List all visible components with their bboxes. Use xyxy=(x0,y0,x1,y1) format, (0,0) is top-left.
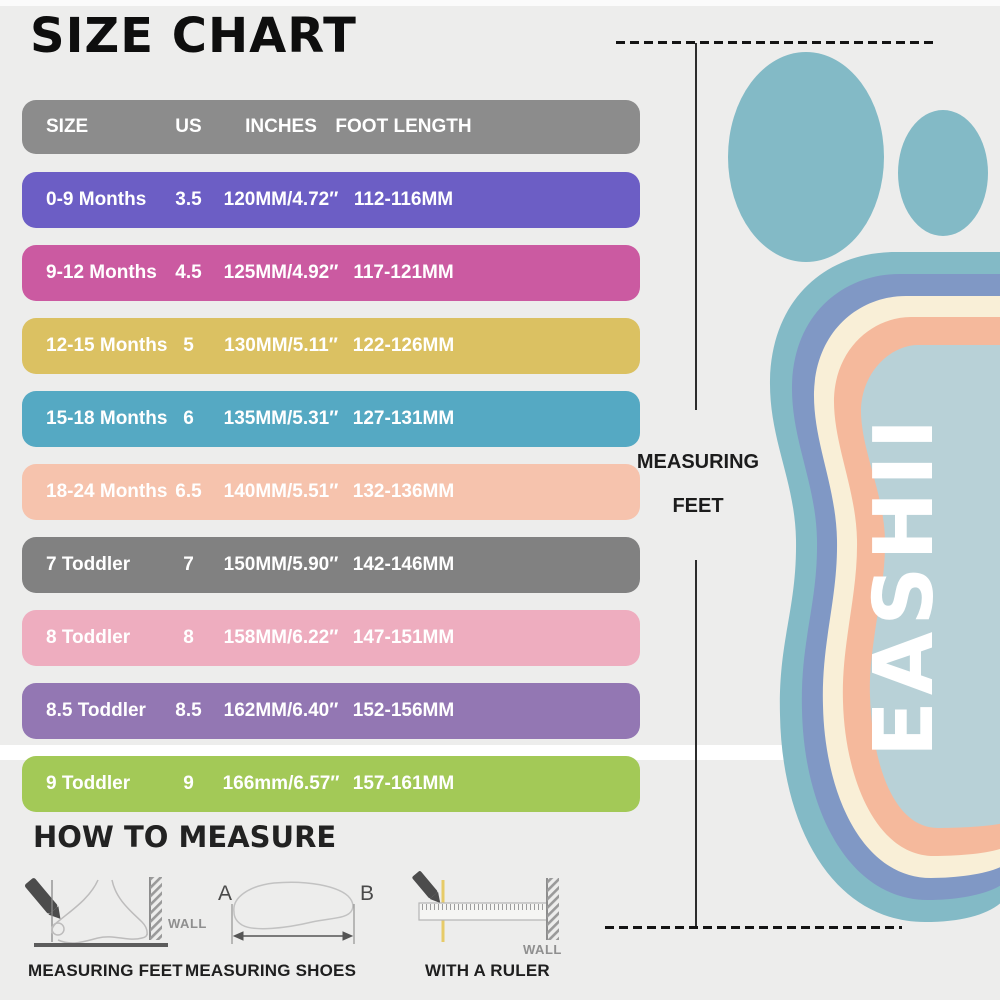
us-cell: 8.5 xyxy=(175,700,202,721)
length-arrow xyxy=(232,931,354,941)
foot-length-cell: 117-121MM xyxy=(353,262,454,283)
top-dashed-line xyxy=(616,41,934,44)
inches-cell: 135MM/5.31″ xyxy=(223,408,339,429)
us-cell: 4.5 xyxy=(175,262,202,283)
how-to-measure-title: HOW TO MEASURE xyxy=(33,820,337,854)
table-row: 9-12 Months 4.5 125MM/4.92″ 117-121MM xyxy=(22,245,640,301)
inches-cell: 140MM/5.51″ xyxy=(223,481,339,502)
table-row: 18-24 Months 6.5 140MM/5.51″ 132-136MM xyxy=(22,464,640,520)
us-cell: 8 xyxy=(183,627,194,648)
us-cell: 7 xyxy=(183,554,194,575)
size-cell: 0-9 Months xyxy=(46,189,147,210)
foot-length-cell: 112-116MM xyxy=(353,189,454,210)
vertical-guide-line-upper xyxy=(695,43,697,410)
wall-hatch xyxy=(150,877,162,940)
size-cell: 8 Toddler xyxy=(46,627,131,648)
inches-cell: 150MM/5.90″ xyxy=(223,554,339,575)
us-cell: 3.5 xyxy=(175,189,202,210)
header-us: US xyxy=(175,116,202,137)
diagram-label-with-a-ruler: WITH A RULER xyxy=(425,961,550,980)
foot-length-cell: 147-151MM xyxy=(352,627,455,648)
shoe-outline xyxy=(233,881,354,930)
table-row: 0-9 Months 3.5 120MM/4.72″ 112-116MM xyxy=(22,172,640,228)
table-row: 15-18 Months 6 135MM/5.31″ 127-131MM xyxy=(22,391,640,447)
us-cell: 5 xyxy=(183,335,194,356)
vertical-guide-line-lower xyxy=(695,560,697,927)
wall-label: WALL xyxy=(523,942,562,957)
size-cell: 9 Toddler xyxy=(46,773,131,794)
point-b-label: B xyxy=(360,882,374,905)
inches-cell: 166mm/6.57″ xyxy=(222,773,340,794)
table-row: 9 Toddler 9 166mm/6.57″ 157-161MM xyxy=(22,756,640,812)
size-cell: 12-15 Months xyxy=(46,335,168,356)
inches-cell: 162MM/6.40″ xyxy=(223,700,339,721)
foot-sketch xyxy=(51,879,148,944)
header-inches: INCHES xyxy=(245,116,317,137)
size-cell: 7 Toddler xyxy=(46,554,131,575)
bottom-dashed-line xyxy=(605,926,902,929)
foot-illustration: EASHII xyxy=(728,52,1000,922)
size-table-header: SIZE US INCHES FOOT LENGTH xyxy=(22,100,640,154)
foot-length-cell: 152-156MM xyxy=(352,700,455,721)
foot-center xyxy=(860,345,1000,828)
second-toe-shape xyxy=(898,110,988,236)
size-cell: 8.5 Toddler xyxy=(46,700,146,721)
with-a-ruler-diagram: WALL xyxy=(412,871,562,957)
wall-hatch xyxy=(547,878,559,940)
inches-cell: 125MM/4.92″ xyxy=(223,262,339,283)
size-table: SIZE US INCHES FOOT LENGTH 0-9 Months 3.5… xyxy=(22,100,640,829)
header-size: SIZE xyxy=(46,116,89,137)
inches-cell: 130MM/5.11″ xyxy=(224,335,338,356)
table-row: 8.5 Toddler 8.5 162MM/6.40″ 152-156MM xyxy=(22,683,640,739)
foot-length-cell: 142-146MM xyxy=(352,554,455,575)
top-margin-strip xyxy=(0,0,1000,6)
brand-text: EASHII xyxy=(857,413,952,757)
table-row: 12-15 Months 5 130MM/5.11″ 122-126MM xyxy=(22,318,640,374)
header-foot-length: FOOT LENGTH xyxy=(335,116,472,137)
pencil-icon xyxy=(412,871,441,903)
size-cell: 18-24 Months xyxy=(46,481,168,502)
diagram-label-measuring-feet: MEASURING FEET xyxy=(28,961,183,980)
measuring-feet-side-label: MEASURING FEET xyxy=(628,452,768,516)
side-label-line2: FEET xyxy=(672,495,724,517)
foot-length-cell: 132-136MM xyxy=(352,481,455,502)
size-table-rows: 0-9 Months 3.5 120MM/4.72″ 112-116MM 9-12 Mo… xyxy=(22,172,640,812)
inches-cell: 158MM/6.22″ xyxy=(223,627,339,648)
foot-length-cell: 122-126MM xyxy=(352,335,455,356)
table-row: 7 Toddler 7 150MM/5.90″ 142-146MM xyxy=(22,537,640,593)
measuring-shoes-diagram: A B xyxy=(218,881,374,944)
pencil-icon xyxy=(24,878,61,919)
us-cell: 6.5 xyxy=(175,481,202,502)
page-title: SIZE CHART xyxy=(30,8,357,64)
us-cell: 9 xyxy=(183,773,194,794)
foot-length-cell: 157-161MM xyxy=(352,773,455,794)
size-cell: 9-12 Months xyxy=(46,262,157,283)
measuring-feet-diagram: WALL xyxy=(24,877,207,947)
inches-cell: 120MM/4.72″ xyxy=(223,189,339,210)
big-toe-shape xyxy=(728,52,884,262)
diagram-label-measuring-shoes: MEASURING SHOES xyxy=(185,961,357,980)
size-cell: 15-18 Months xyxy=(46,408,168,429)
point-a-label: A xyxy=(218,882,232,905)
us-cell: 6 xyxy=(183,408,194,429)
foot-length-cell: 127-131MM xyxy=(352,408,455,429)
side-label-line1: MEASURING xyxy=(636,451,760,473)
table-row: 8 Toddler 8 158MM/6.22″ 147-151MM xyxy=(22,610,640,666)
wall-label: WALL xyxy=(168,916,207,931)
